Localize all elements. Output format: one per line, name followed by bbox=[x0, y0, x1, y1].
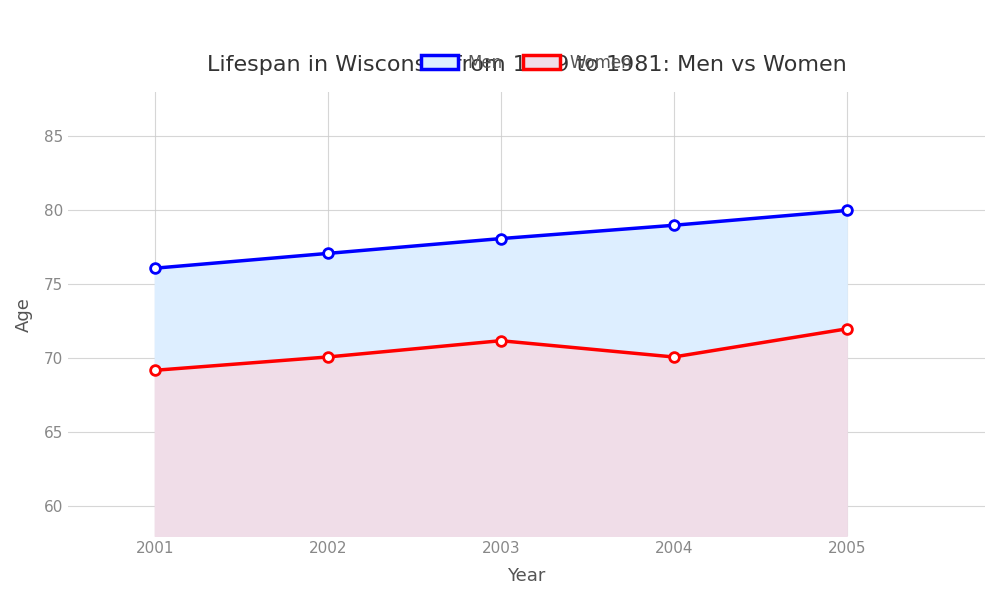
X-axis label: Year: Year bbox=[507, 567, 546, 585]
Y-axis label: Age: Age bbox=[15, 296, 33, 332]
Title: Lifespan in Wisconsin from 1959 to 1981: Men vs Women: Lifespan in Wisconsin from 1959 to 1981:… bbox=[207, 55, 847, 75]
Legend: Men, Women: Men, Women bbox=[414, 47, 639, 79]
